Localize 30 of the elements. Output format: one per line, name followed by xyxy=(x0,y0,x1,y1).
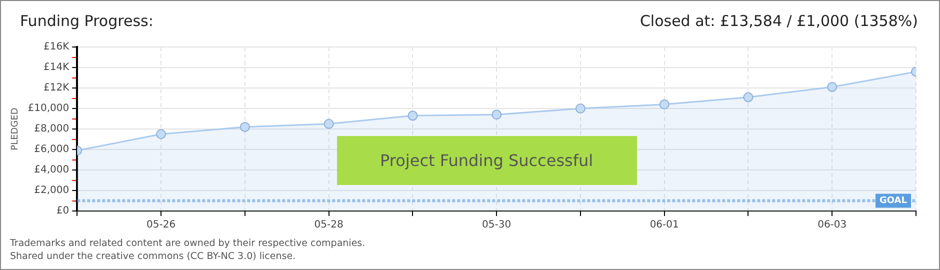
y-tick-label: £4,000 xyxy=(34,164,70,176)
y-tick-label: £12K xyxy=(43,82,70,94)
y-axis-title: PLEDGED xyxy=(10,108,21,150)
point xyxy=(827,82,838,92)
point xyxy=(156,129,166,140)
chart-subtitle: Closed at: £13,584 / £1,000 (1358%) xyxy=(640,12,918,30)
ref-line-label: GOAL xyxy=(880,196,908,206)
point xyxy=(324,118,334,129)
text: Trademarks and related content are owned by their respective companies. xyxy=(10,237,366,250)
text: Shared under the creative commons (CC BY-NC 3.0) license. xyxy=(10,250,297,263)
x-tick-label: 05-30 xyxy=(482,220,512,231)
point xyxy=(743,92,754,102)
y-tick-label: £2,000 xyxy=(34,185,70,196)
y-tick-label: £6,000 xyxy=(34,144,70,156)
y-tick-label: £14K xyxy=(43,62,70,74)
y-tick-label: £10,000 xyxy=(28,103,70,114)
point xyxy=(659,99,670,110)
x-tick-label: 05-28 xyxy=(314,220,344,231)
x-tick-label: 06-01 xyxy=(650,220,679,231)
chart-title: Funding Progress: xyxy=(20,12,154,30)
success-banner: Project Funding Successful xyxy=(336,136,637,185)
y-tick-label: £0 xyxy=(56,206,70,217)
y-tick-label: £16K xyxy=(43,42,70,53)
point xyxy=(240,122,250,132)
x-tick-label: 06-03 xyxy=(818,220,847,231)
y-tick-label: £8,000 xyxy=(34,124,70,135)
point xyxy=(492,110,502,120)
point xyxy=(408,110,418,121)
x-tick-label: 05-26 xyxy=(146,220,176,231)
point xyxy=(575,104,586,114)
